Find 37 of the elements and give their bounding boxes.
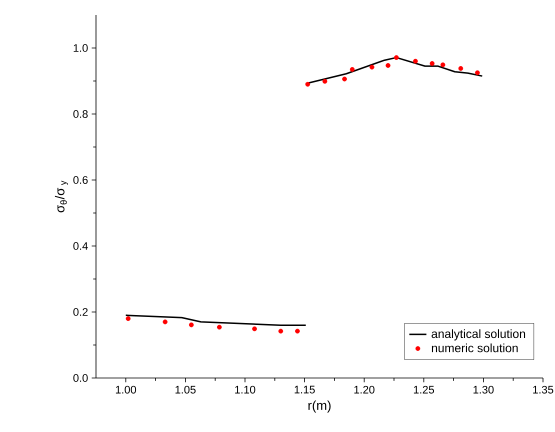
- point: [305, 82, 310, 87]
- x-tick-label: 1.00: [116, 386, 136, 394]
- y-tick-label: 0.4: [73, 242, 88, 250]
- y-axis-title: σ$_{θ}$/σ $_{y}$: [54, 180, 68, 212]
- y-tick-label: 0.2: [73, 308, 88, 316]
- point: [342, 76, 347, 82]
- x-axis-title: r(m): [308, 400, 331, 413]
- point: [126, 316, 131, 321]
- x-tick-label: 1.20: [354, 386, 374, 394]
- y-tick-label: 1.0: [74, 44, 88, 52]
- point: [295, 328, 300, 334]
- x-tick-label: 1.35: [533, 386, 554, 394]
- x-tick-label: 1.10: [235, 386, 256, 394]
- point: [475, 70, 480, 76]
- point: [458, 66, 464, 71]
- point: [162, 320, 168, 324]
- x-tick-label: 1.25: [414, 386, 434, 394]
- point: [440, 62, 446, 68]
- y-tick-label: 0.8: [73, 110, 88, 118]
- point: [430, 61, 435, 66]
- y-tick-label: 0.6: [73, 176, 88, 184]
- x-tick-label: 1.05: [176, 386, 196, 394]
- point: [413, 58, 418, 64]
- point: [188, 322, 194, 328]
- point: [350, 67, 355, 72]
- point: [394, 55, 399, 60]
- point: [386, 63, 390, 68]
- point: [278, 328, 284, 334]
- x-tick-label: 1.30: [474, 386, 494, 394]
- legend-label: numeric solution: [432, 343, 518, 352]
- point: [370, 64, 374, 70]
- point: [216, 324, 222, 330]
- y-tick-label: 0.0: [73, 374, 88, 382]
- legend-label: analytical solution: [432, 329, 526, 340]
- point: [252, 326, 257, 332]
- x-tick-label: 1.15: [294, 386, 315, 394]
- point: [322, 78, 328, 84]
